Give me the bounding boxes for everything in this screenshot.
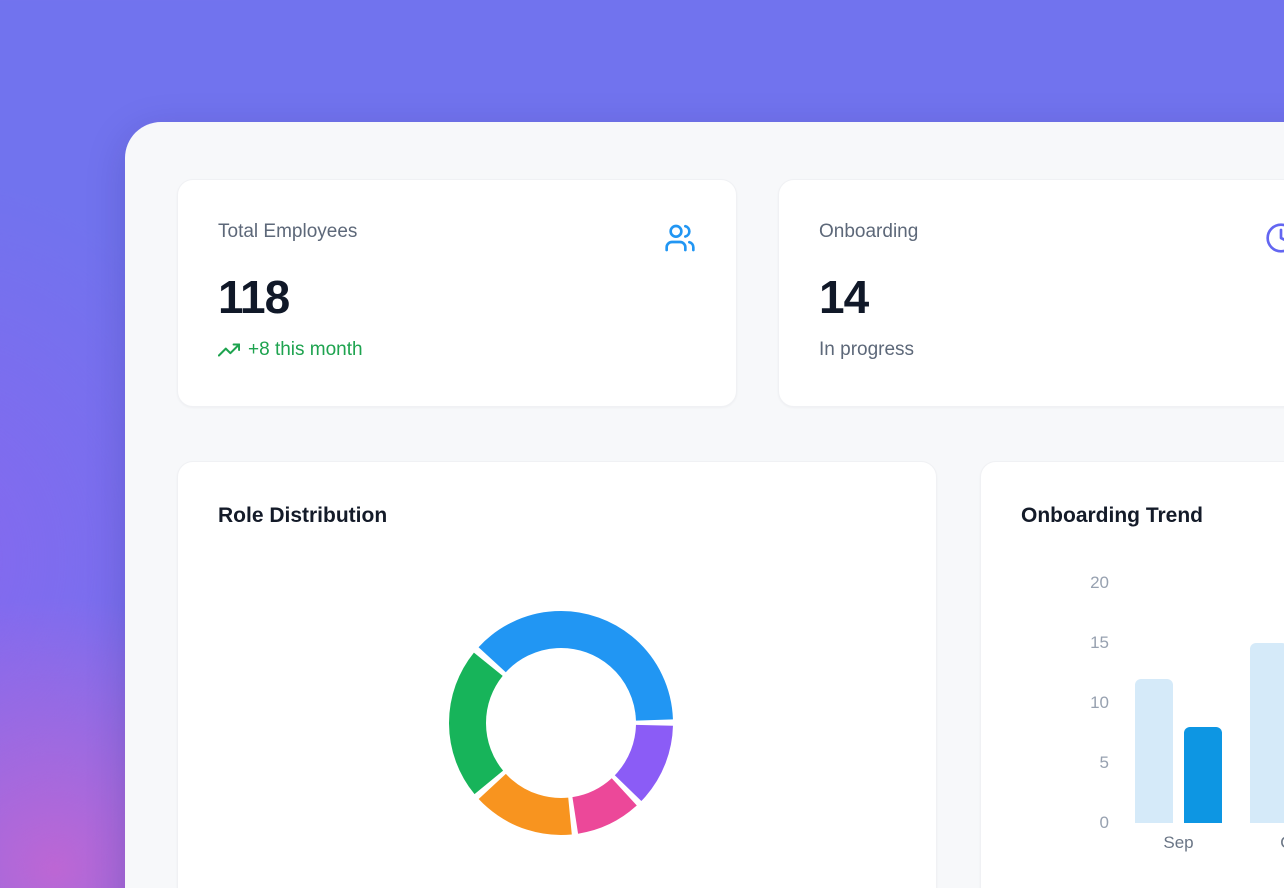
stat-subtext: In progress	[819, 339, 915, 360]
stat-trend: +8 this month	[217, 338, 696, 362]
stat-value: 118	[218, 271, 290, 323]
stat-value: 14	[819, 271, 869, 323]
orange-segment	[449, 611, 673, 835]
x-axis-label-sep: Sep	[1163, 833, 1194, 852]
stat-trend-text: +8 this month	[248, 339, 363, 360]
main-content-panel: Total Employees 118 +8 this month	[125, 122, 1284, 888]
bar-sep-light-blue-series	[1135, 679, 1173, 823]
stat-card-total-employees: Total Employees 118 +8 this month	[177, 179, 737, 407]
y-axis-tick-5: 5	[1099, 753, 1109, 772]
role-distribution-card: Role Distribution	[177, 461, 937, 888]
role-distribution-title: Role Distribution	[218, 504, 388, 527]
onboarding-trend-card: Onboarding Trend 0 5 10 15 20 Sep Oct	[980, 461, 1284, 888]
stat-card-onboarding: Onboarding 14 In progress	[778, 179, 1284, 407]
onboarding-trend-title: Onboarding Trend	[1021, 504, 1203, 527]
y-axis-tick-0: 0	[1099, 813, 1109, 832]
stat-card-header: Onboarding	[819, 220, 1284, 254]
donut-chart-svg	[449, 611, 673, 835]
x-axis-label-oct: Oct	[1254, 833, 1284, 853]
stat-label: Total Employees	[218, 221, 358, 242]
y-axis-tick-15: 15	[1090, 633, 1109, 652]
clock-icon	[1265, 222, 1284, 254]
purple-segment	[449, 611, 673, 835]
onboarding-trend-bar-chart: 0 5 10 15 20 Sep Oct	[981, 462, 1284, 888]
stat-label: Onboarding	[819, 221, 919, 242]
blue-segment	[449, 611, 673, 835]
role-distribution-donut-chart	[446, 608, 676, 838]
users-icon	[664, 222, 696, 254]
y-axis-tick-10: 10	[1090, 693, 1109, 712]
bar-oct-light-blue-series	[1250, 643, 1284, 823]
trending-up-icon	[217, 339, 241, 361]
bar-sep-dark-blue-series	[1184, 727, 1222, 823]
stat-card-header: Total Employees	[218, 220, 696, 254]
y-axis-tick-20: 20	[1090, 573, 1109, 592]
